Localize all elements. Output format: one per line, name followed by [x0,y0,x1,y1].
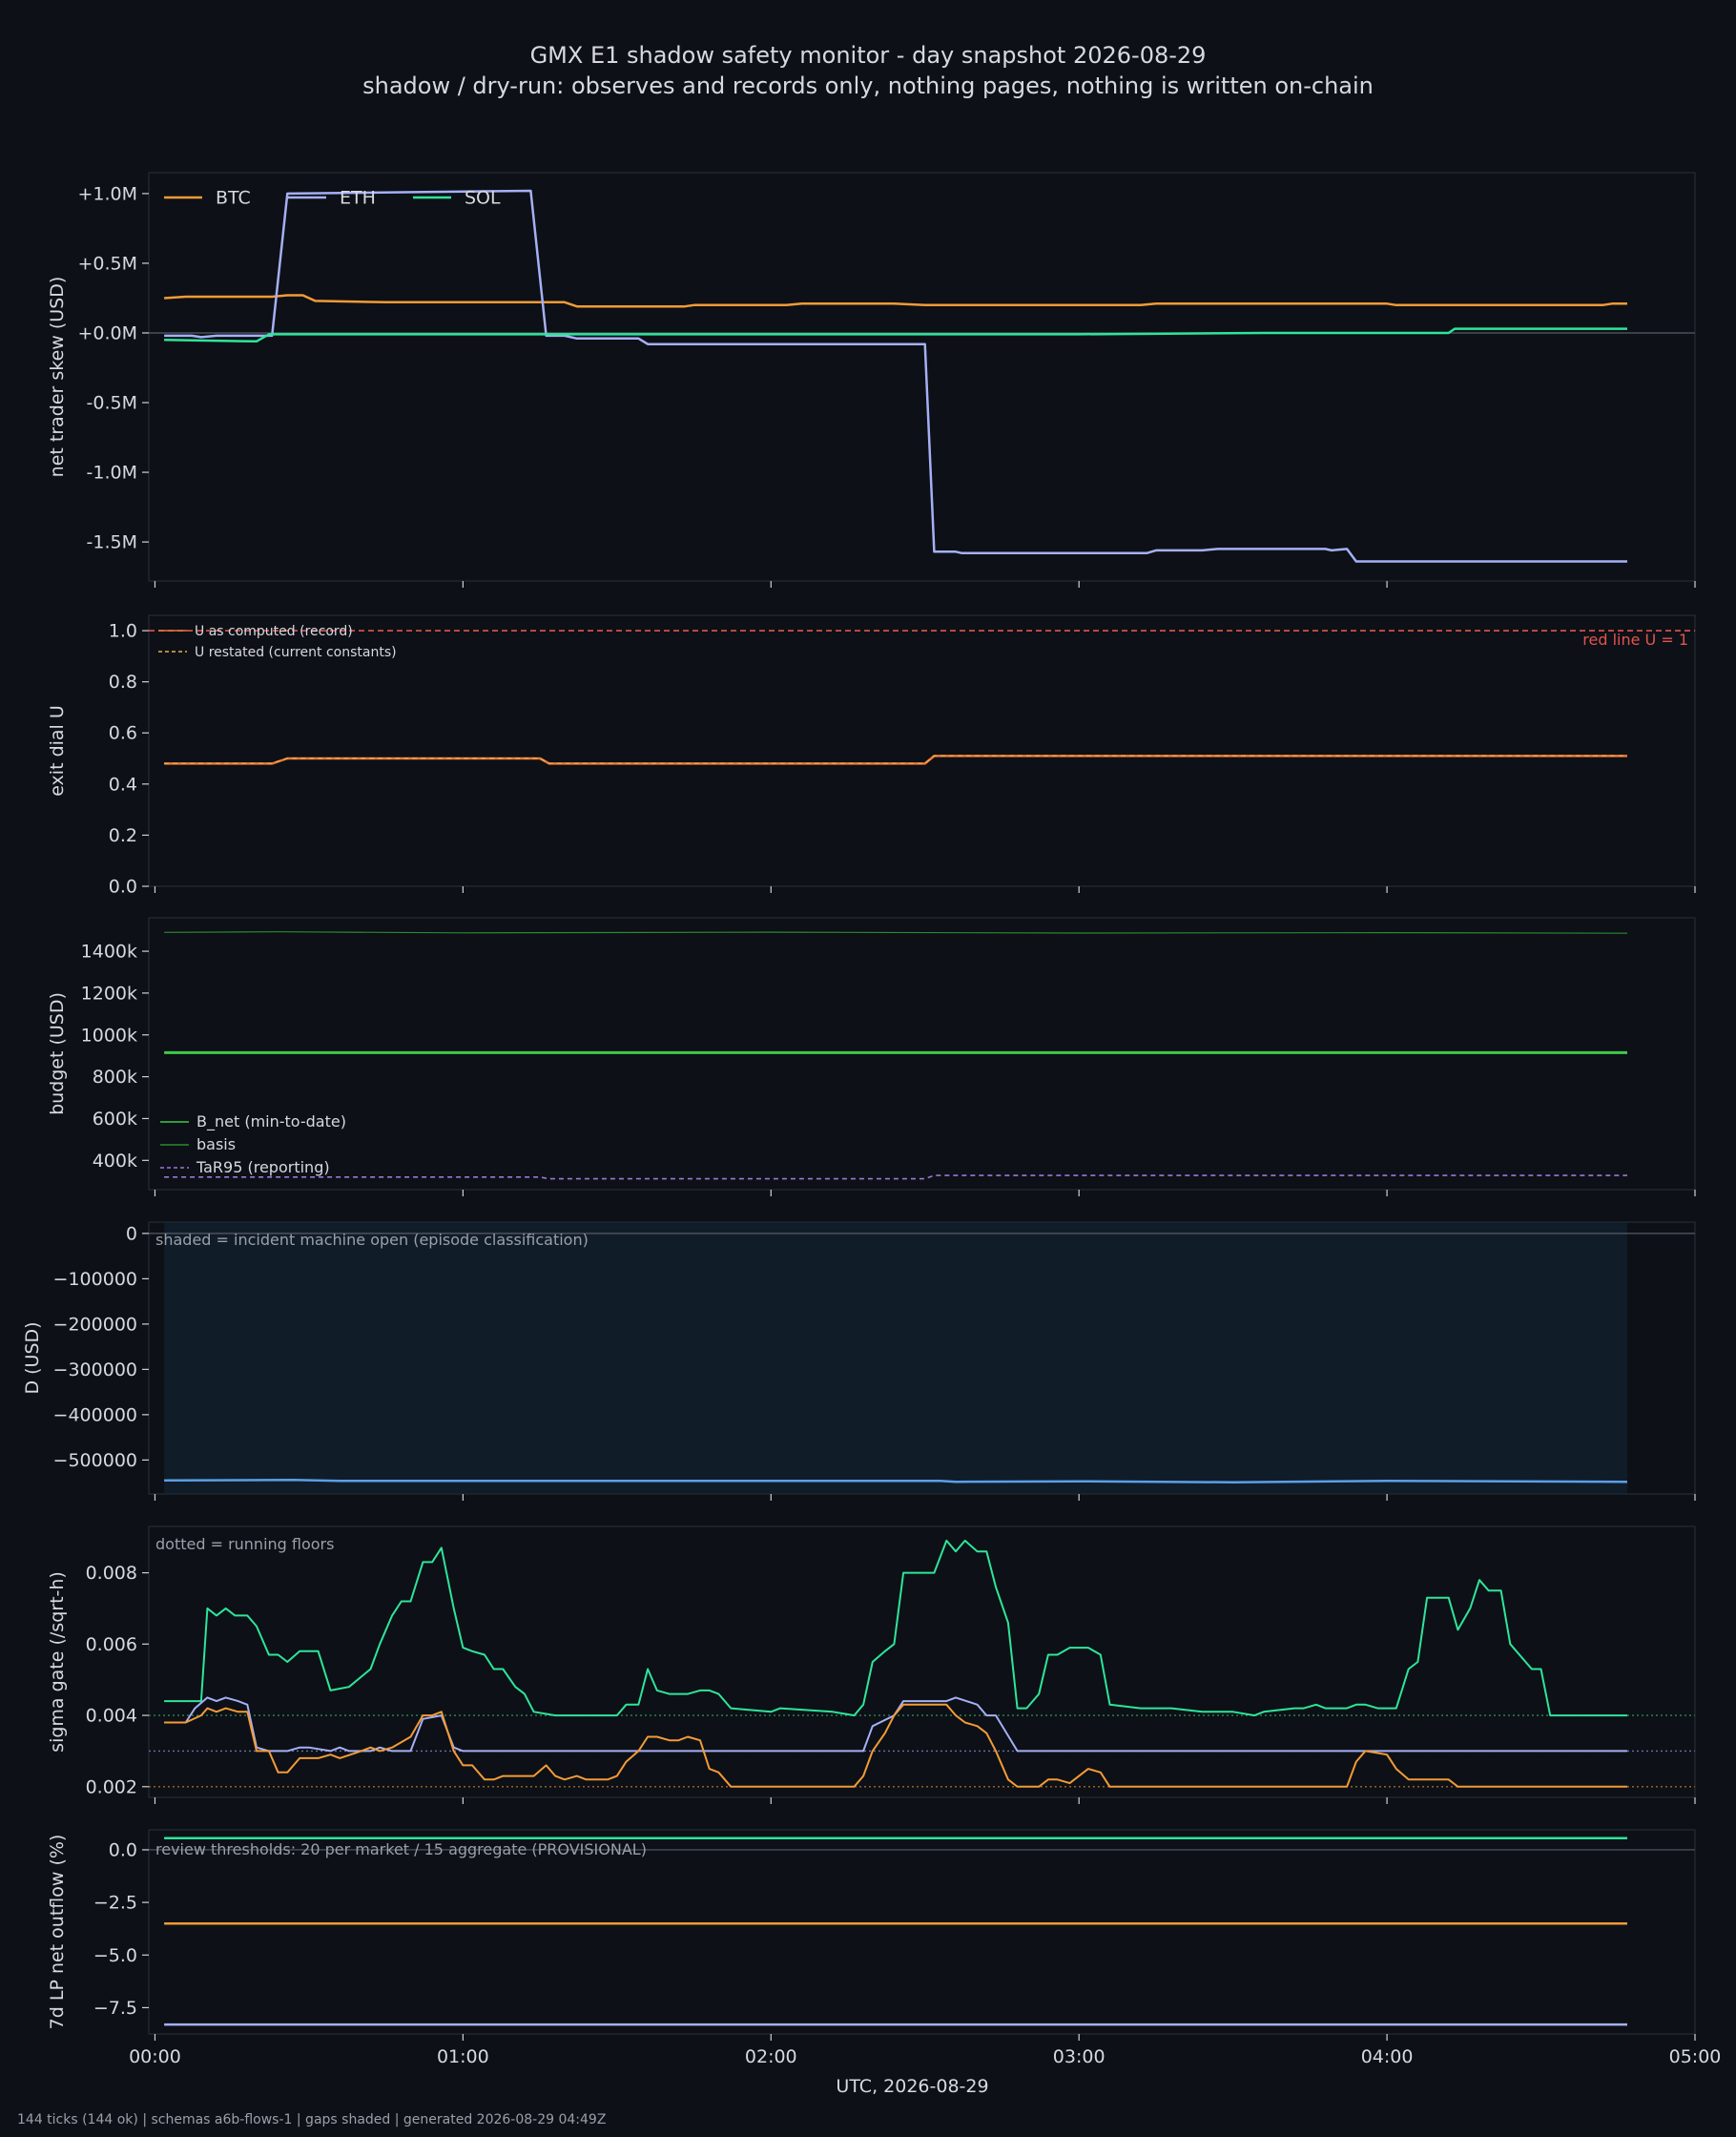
series-eth [164,189,1627,563]
y-tick-label: 1000k [81,1025,137,1046]
incident-shading [164,1222,1627,1494]
chart-title: GMX E1 shadow safety monitor - day snaps… [529,42,1207,69]
y-tick-label: 0 [126,1223,137,1244]
y-tick-label: 1.0 [109,621,137,642]
y-tick-label: 0.006 [86,1634,137,1655]
y-tick-label: 0.008 [86,1563,137,1584]
x-tick-label: 04:00 [1361,2046,1414,2067]
y-tick-label: 400k [93,1151,137,1172]
y-tick-label: +1.0M [77,183,137,204]
x-tick-label: 00:00 [129,2046,181,2067]
y-tick-label: -1.5M [87,532,137,553]
legend-item-sol: SOL [413,188,501,209]
series-btc [164,294,1627,308]
legend-item-u-as-computed-record: U as computed (record) [158,624,353,639]
y-axis-label: net trader skew (USD) [47,277,68,478]
y-tick-label: -0.5M [87,393,137,414]
y-tick-label: 1400k [81,942,137,963]
y-axis-label: D (USD) [22,1321,43,1394]
y-tick-label: 0.002 [86,1776,137,1797]
y-axis-label: 7d LP net outflow (%) [47,1835,68,2030]
legend-label: U as computed (record) [195,624,353,639]
y-tick-label: 0.2 [109,825,137,846]
series-sigma-sol [164,1539,1627,1717]
x-tick-label: 01:00 [437,2046,489,2067]
y-tick-label: −5.0 [93,1945,137,1966]
y-tick-label: −300000 [53,1359,137,1380]
y-tick-label: 800k [93,1067,137,1088]
panel-annotation: shaded = incident machine open (episode … [155,1231,589,1249]
series-d [164,1479,1628,1483]
y-tick-label: −400000 [53,1404,137,1425]
y-tick-label: +0.5M [77,253,137,274]
footer-status: 144 ticks (144 ok) | schemas a6b-flows-1… [17,2112,607,2127]
y-tick-label: 0.0 [109,877,137,898]
y-tick-label: −100000 [53,1269,137,1290]
y-tick-label: −7.5 [93,1998,137,2019]
series-u-restated-current-constants [164,755,1627,764]
chart-subtitle: shadow / dry-run: observes and records o… [362,73,1374,99]
y-tick-label: 1200k [81,983,137,1004]
y-tick-label: 0.8 [109,672,137,693]
legend-item-tar95-reporting: TaR95 (reporting) [160,1158,330,1176]
redline-annotation: red line U = 1 [1582,631,1688,649]
x-tick-label: 02:00 [745,2046,797,2067]
x-tick-label: 03:00 [1053,2046,1106,2067]
y-axis-label: budget (USD) [47,992,68,1115]
y-tick-label: −500000 [53,1450,137,1471]
y-tick-label: 0.004 [86,1706,137,1727]
legend-label: SOL [465,188,501,209]
panel-lpflow: 0.0 −2.5 −5.0 −7.5 7d LP net outflow (%) revi… [47,1829,1722,2097]
y-axis-label: sigma gate (/sqrt-h) [47,1571,68,1753]
legend-item-u-restated-current-constants: U restated (current constants) [158,645,397,660]
panel-frame [148,172,1696,582]
panel-sigma: 0.002 0.004 0.006 0.008 sigma gate (/sqrt-h)… [47,1525,1696,1804]
series-tar95-reporting [164,1174,1627,1180]
y-tick-label: 600k [93,1109,137,1130]
legend-label: B_net (min-to-date) [196,1112,346,1131]
panel-skew: +1.0M +0.5M +0.0M -0.5M -1.0M -1.5M net trader… [47,172,1696,588]
legend-item-b-net-min-to-date: B_net (min-to-date) [160,1112,346,1131]
legend-label: basis [196,1135,236,1153]
x-axis-label: UTC, 2026-08-29 [836,2076,988,2097]
y-tick-label: 0.4 [109,774,137,795]
legend-label: BTC [216,188,251,209]
panel-frame [148,1829,1696,2035]
legend-label: TaR95 (reporting) [196,1158,330,1176]
series-sigma-eth [164,1696,1627,1753]
panel-exit: 0.0 0.2 0.4 0.6 0.8 1.0 exit dial U red line U … [47,614,1696,898]
series-basis [164,931,1628,934]
y-tick-label: -1.0M [87,463,137,484]
series-sol [164,327,1627,343]
legend-label: ETH [340,188,376,209]
panel-drawdown: 0 −100000 −200000 −300000 −400000 −500000 D (U… [22,1221,1696,1501]
legend-item-eth: ETH [288,188,376,209]
y-tick-label: +0.0M [77,322,137,343]
legend-label: U restated (current constants) [195,645,397,660]
panel-annotation: dotted = running floors [155,1535,334,1553]
y-tick-label: 0.0 [109,1839,137,1860]
legend-item-btc: BTC [164,188,251,209]
x-tick-label: 05:00 [1669,2046,1722,2067]
y-tick-label: −2.5 [93,1893,137,1914]
y-tick-label: 0.6 [109,723,137,744]
panel-budget: 400k 600k 800k 1000k 1200k 1400k budget (USD) B… [47,917,1696,1196]
y-axis-label: exit dial U [47,705,68,797]
panel-annotation: review thresholds: 20 per market / 15 ag… [155,1840,647,1858]
y-tick-label: −200000 [53,1314,137,1335]
panel-frame [148,614,1696,887]
series-sigma-btc [164,1703,1627,1788]
panel-frame [148,1525,1696,1798]
legend-item-basis: basis [160,1135,236,1153]
